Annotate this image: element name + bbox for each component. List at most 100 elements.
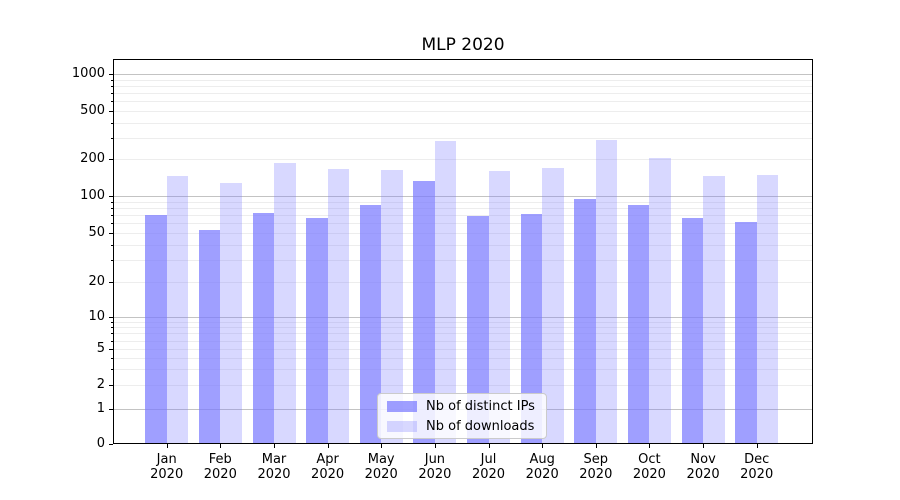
x-tick-label-month: Feb (208, 452, 232, 467)
x-tick-mark (274, 444, 275, 448)
x-tick-label-year: 2020 (203, 467, 237, 482)
gridline-minor (113, 215, 813, 216)
gridline-minor (113, 327, 813, 329)
bar-downloads-dec (756, 175, 779, 444)
x-tick-mark (703, 444, 705, 448)
gridline-minor (113, 340, 813, 342)
bar-distinct-ips-nov (681, 218, 704, 444)
x-tick-label-month: May (367, 452, 395, 467)
bar-downloads-mar (274, 162, 296, 444)
gridline-minor (113, 321, 813, 323)
y-tick-mark (109, 74, 113, 75)
x-tick-label-year: 2020 (418, 467, 452, 482)
x-tick-label-month: Sep (583, 452, 609, 467)
x-tick-label: Jan 2020 (135, 452, 199, 482)
gridline-minor (113, 122, 813, 124)
y-tick-label: 1000 (71, 66, 105, 81)
bar-downloads-nov (703, 175, 725, 444)
y-minor-tick-mark (111, 101, 113, 102)
y-tick-label: 10 (88, 308, 105, 324)
bar-distinct-ips-dec (735, 222, 757, 444)
bar-downloads-feb (220, 182, 242, 444)
x-tick-label-year: 2020 (364, 467, 398, 482)
x-tick-label-month: Jun (424, 452, 446, 467)
gridline-major (113, 316, 813, 318)
x-tick-mark (381, 444, 383, 448)
gridline-minor (113, 137, 813, 139)
y-tick-label: 500 (80, 102, 105, 118)
y-minor-tick-mark (111, 122, 113, 124)
x-tick-mark (756, 444, 758, 448)
y-minor-tick-mark (111, 369, 113, 371)
legend-entry-distinct-ips: Nb of distinct IPs (387, 399, 537, 414)
bar-downloads-jul (488, 171, 510, 444)
y-minor-tick-mark (111, 327, 113, 329)
y-minor-tick-mark (111, 223, 113, 225)
x-tick-label-year: 2020 (257, 467, 291, 482)
y-tick-label: 50 (88, 225, 105, 240)
bar-distinct-ips-mar (252, 212, 274, 444)
x-tick-label-month: Jul (480, 452, 497, 467)
x-tick-label-month: Jan (156, 452, 177, 467)
bar-distinct-ips-may (359, 205, 382, 444)
x-tick-label: Aug 2020 (510, 452, 574, 482)
legend-label-distinct-ips: Nb of distinct IPs (426, 398, 535, 414)
bar-downloads-may (381, 169, 403, 444)
bar-distinct-ips-jun (413, 181, 435, 444)
x-tick-label-year: 2020 (311, 467, 345, 482)
y-minor-tick-mark (111, 244, 113, 246)
x-tick-label-year: 2020 (525, 467, 559, 482)
x-tick-label: Jun 2020 (403, 452, 467, 482)
x-tick-label-month: Mar (261, 452, 287, 467)
y-tick-label: 100 (80, 188, 105, 203)
gridline-minor (113, 333, 813, 335)
x-tick-label-month: Aug (529, 452, 555, 467)
y-tick-mark (109, 409, 113, 410)
y-minor-tick-mark (111, 207, 113, 209)
y-minor-tick-mark (111, 85, 113, 87)
x-tick-mark (434, 444, 436, 448)
x-tick-mark (595, 444, 597, 448)
bar-distinct-ips-apr (306, 218, 328, 444)
y-tick-label: 200 (80, 151, 105, 166)
y-tick-label: 20 (88, 274, 105, 289)
y-tick-mark (109, 316, 113, 318)
x-tick-label-month: Apr (316, 452, 339, 467)
y-tick-label: 1 (96, 401, 105, 416)
plot-area-border (113, 59, 813, 444)
gridline-minor (113, 260, 813, 262)
x-tick-mark (327, 444, 329, 448)
x-tick-label-month: Nov (690, 452, 716, 467)
y-tick-label: 0 (96, 435, 105, 451)
legend: Nb of distinct IPs Nb of downloads (377, 393, 547, 439)
x-tick-label-year: 2020 (150, 467, 184, 482)
bar-downloads-aug (542, 168, 564, 444)
gridline-minor (113, 79, 813, 81)
x-tick-label-year: 2020 (471, 467, 506, 482)
bar-distinct-ips-sep (574, 199, 596, 444)
gridline-minor (113, 85, 813, 87)
x-tick-label-year: 2020 (632, 467, 666, 482)
y-minor-tick-mark (111, 92, 113, 94)
x-tick-label-year: 2020 (579, 467, 613, 482)
legend-entry-downloads: Nb of downloads (387, 419, 537, 434)
bar-distinct-ips-jul (467, 215, 489, 444)
y-minor-tick-mark (111, 110, 113, 112)
x-tick-label: Apr 2020 (296, 452, 360, 482)
gridline-major (113, 196, 813, 197)
bar-downloads-oct (649, 158, 671, 444)
x-tick-label: May 2020 (349, 452, 413, 482)
bar-downloads-sep (595, 140, 618, 444)
y-minor-tick-mark (111, 321, 113, 323)
x-tick-label: Dec 2020 (725, 452, 789, 482)
y-minor-tick-mark (111, 340, 113, 342)
gridline-minor (113, 233, 813, 234)
y-minor-tick-mark (111, 215, 113, 216)
y-tick-mark (109, 196, 113, 197)
y-minor-tick-mark (111, 349, 113, 350)
y-minor-tick-mark (111, 233, 113, 234)
bar-distinct-ips-aug (520, 213, 543, 444)
x-tick-label: Oct 2020 (617, 452, 681, 482)
